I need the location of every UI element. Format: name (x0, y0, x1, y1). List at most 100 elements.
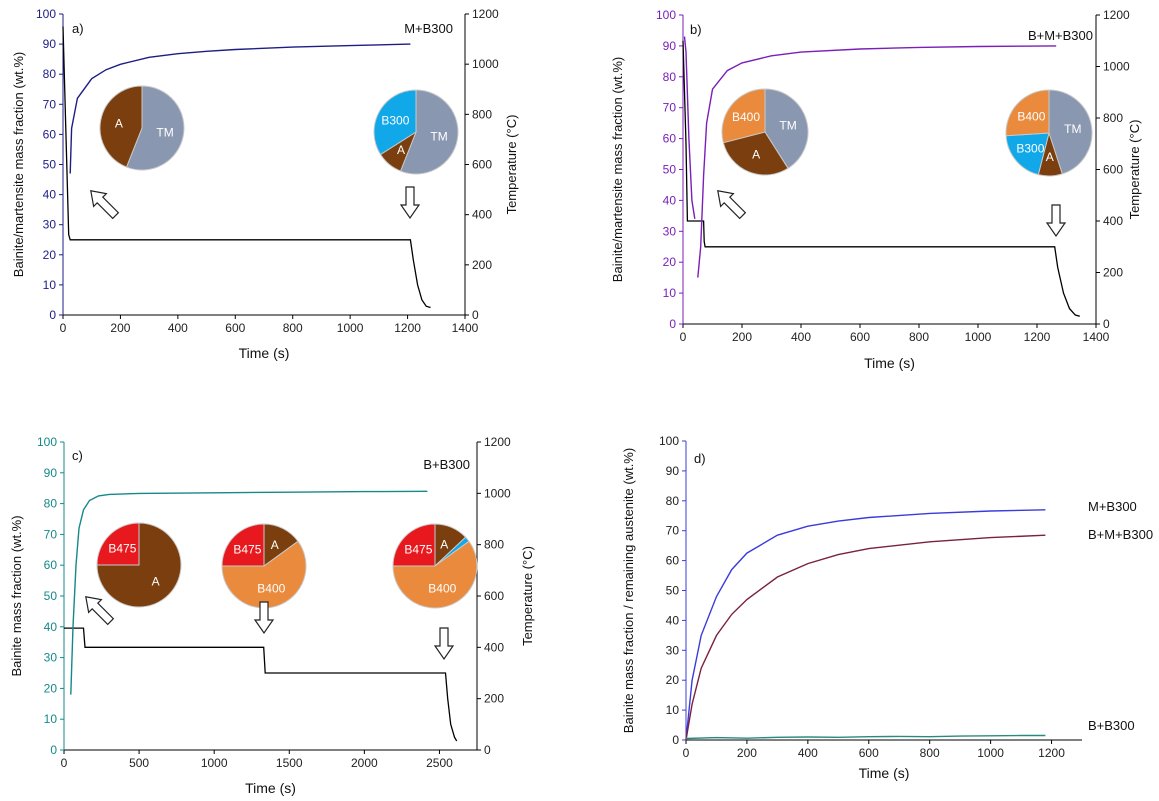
pie-label-a: A (152, 575, 160, 589)
y-tick-label: 80 (666, 494, 680, 508)
y2-tick-label: 1200 (472, 7, 499, 21)
pie-slice-b300 (373, 89, 417, 156)
y-tick-label: 0 (672, 733, 679, 747)
y2-tick-label: 400 (472, 208, 492, 222)
arrow-shape (90, 190, 120, 220)
panel-label: c) (72, 448, 83, 463)
series-line-0 (70, 490, 428, 695)
y-axis-label: Bainite/martensite mass fraction (wt.%) (11, 52, 26, 277)
pie-label-b400: B400 (257, 581, 285, 595)
y-tick-label: 40 (666, 613, 680, 627)
y2-tick-label: 0 (484, 743, 491, 757)
phase-pie-0: A B475 (96, 522, 182, 608)
x-axis-label: Time (s) (239, 345, 290, 361)
y2-tick-label: 1200 (1103, 8, 1130, 22)
y2-axis-label: Temperature (°C) (1127, 120, 1142, 220)
panel-b-chart: 0 200 400 600 800 1000 1200 1400010203040506070… (610, 8, 1142, 371)
series-line-1 (697, 45, 1057, 278)
x-tick-label: 600 (850, 330, 870, 344)
y-tick-label: 0 (669, 317, 676, 331)
temperature-line (682, 40, 1080, 317)
x-tick-label: 200 (732, 330, 752, 344)
pie-label-b475: B475 (233, 542, 261, 556)
x-tick-label: 400 (168, 321, 188, 335)
y-tick-label: 40 (663, 193, 677, 207)
y-tick-label: 50 (44, 589, 58, 603)
y2-tick-label: 200 (484, 692, 504, 706)
x-tick-label: 1000 (337, 321, 364, 335)
pie-slice-b400 (392, 540, 478, 609)
arrow-icon (399, 186, 421, 220)
panel-annotation: M+B300 (404, 21, 453, 36)
y2-axis-label: Temperature (°C) (520, 546, 535, 646)
y-tick-label: 70 (43, 97, 57, 111)
y2-tick-label: 600 (472, 158, 492, 172)
temperature-line (62, 26, 431, 309)
pie-label-b475: B475 (108, 541, 136, 555)
pie-label-b475: B475 (404, 542, 432, 556)
x-tick-label: 1500 (276, 756, 303, 770)
x-tick-label: 400 (798, 746, 818, 760)
pie-label-tm: TM (1064, 122, 1081, 136)
pie-label-a: A (115, 117, 123, 131)
x-tick-label: 800 (920, 746, 940, 760)
y-tick-label: 40 (43, 188, 57, 202)
pie-label-b300: B300 (381, 114, 409, 128)
y-tick-label: 30 (666, 643, 680, 657)
phase-pie-2: A B400 B475 (392, 523, 478, 609)
y-tick-label: 10 (663, 286, 677, 300)
pie-slice-b300 (1005, 132, 1050, 176)
pie-slice-tm (1048, 89, 1093, 175)
arrow-shape (717, 190, 747, 220)
y-tick-label: 40 (44, 620, 58, 634)
pie-slice-a (96, 522, 182, 608)
y-axis-label: Bainite/martensite mass fraction (wt.%) (610, 57, 625, 282)
x-tick-label: 200 (737, 746, 757, 760)
y-tick-label: 100 (656, 8, 676, 22)
panel-label: a) (72, 21, 84, 36)
pie-label-b300: B300 (1016, 141, 1044, 155)
y-tick-label: 80 (44, 497, 58, 511)
y-tick-label: 90 (43, 37, 57, 51)
y2-tick-label: 1200 (484, 435, 511, 449)
x-tick-label: 2500 (426, 756, 453, 770)
y2-tick-label: 800 (484, 538, 504, 552)
arrow-icon (85, 596, 115, 626)
arrow-icon (433, 627, 455, 661)
y2-tick-label: 1000 (484, 486, 511, 500)
y-tick-label: 100 (659, 434, 679, 448)
arrow-shape (85, 596, 115, 626)
pie-slice-b475 (221, 523, 265, 567)
x-tick-label: 0 (683, 746, 690, 760)
x-axis-label: Time (s) (245, 780, 296, 796)
y-tick-label: 30 (43, 218, 57, 232)
pie-slice-b475 (96, 522, 140, 566)
pie-slice-a (722, 131, 789, 176)
y2-axis-label: Temperature (°C) (504, 115, 519, 215)
pie-label-a: A (271, 538, 279, 552)
y-tick-label: 30 (44, 651, 58, 665)
y2-tick-label: 1000 (472, 57, 499, 71)
x-axis-label: Time (s) (864, 355, 915, 371)
phase-pie-0: TM A (99, 85, 185, 171)
panel-label: d) (694, 451, 706, 466)
x-tick-label: 200 (110, 321, 130, 335)
series-line-0 (685, 509, 1046, 741)
x-tick-label: 2000 (351, 756, 378, 770)
x-tick-label: 0 (60, 321, 67, 335)
y-tick-label: 10 (43, 278, 57, 292)
y-tick-label: 0 (50, 743, 57, 757)
x-tick-label: 600 (225, 321, 245, 335)
arrow-icon (253, 601, 275, 635)
y2-tick-label: 200 (1103, 266, 1123, 280)
pie-label-a: A (752, 147, 760, 161)
y2-tick-label: 800 (1103, 111, 1123, 125)
series-line-2 (685, 734, 1046, 740)
pie-label-tm: TM (156, 125, 173, 139)
y2-tick-label: 1000 (1103, 60, 1130, 74)
panel-d-chart: 0 200 400 600 800 1000 1200 0 10 20 30 40 50 60 70 80 90… (621, 434, 1153, 781)
y-tick-label: 80 (663, 70, 677, 84)
y-tick-label: 90 (666, 464, 680, 478)
y-tick-label: 20 (663, 255, 677, 269)
